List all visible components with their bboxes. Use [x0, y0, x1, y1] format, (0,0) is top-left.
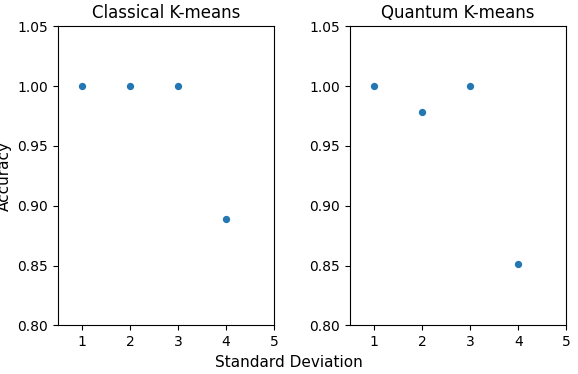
- Point: [514, 261, 523, 267]
- Point: [173, 83, 183, 89]
- Text: Standard Deviation: Standard Deviation: [215, 355, 363, 370]
- Point: [125, 83, 135, 89]
- Point: [221, 216, 231, 222]
- Point: [369, 83, 379, 89]
- Point: [77, 83, 87, 89]
- Point: [466, 83, 475, 89]
- Point: [417, 109, 427, 115]
- Title: Quantum K-means: Quantum K-means: [381, 4, 535, 22]
- Y-axis label: Accuracy: Accuracy: [0, 141, 12, 211]
- Title: Classical K-means: Classical K-means: [92, 4, 240, 22]
